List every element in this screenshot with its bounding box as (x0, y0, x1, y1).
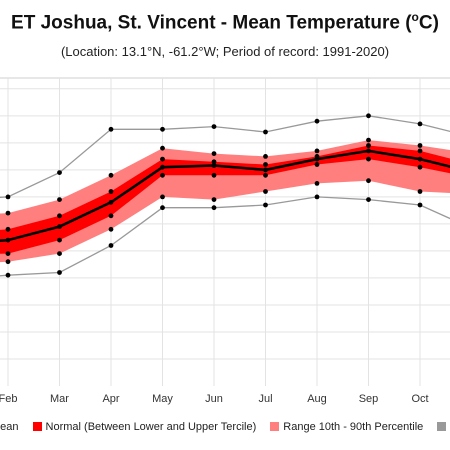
mean-point (108, 199, 114, 205)
record-min-point (5, 272, 11, 278)
p10-point (366, 178, 371, 184)
legend-label: Normal (Between Lower and Upper Tercile) (45, 421, 257, 434)
p90-point (263, 154, 268, 159)
legend-swatch (270, 422, 280, 432)
upper-tercile-point (160, 156, 165, 162)
legend-item: Mean (0, 421, 19, 433)
chart-subtitle: (Location: 13.1°N, -61.2°W; Period of re… (60, 44, 390, 59)
legend-swatch (32, 422, 42, 432)
p10-point (263, 189, 268, 194)
p10-point (160, 194, 165, 200)
legend-label: Range 10th - 90th Percentile (283, 421, 424, 434)
lower-tercile-point (57, 237, 62, 243)
upper-tercile-point (57, 213, 62, 219)
title-degree-superscript: o (411, 10, 419, 24)
x-tick-label: Jun (205, 393, 223, 405)
p10-point (57, 251, 62, 256)
record-min-point (160, 205, 165, 211)
mean-point (366, 148, 371, 154)
record-min-point (314, 194, 320, 200)
lower-tercile-point (160, 172, 165, 178)
legend-item: Record (437, 421, 450, 433)
record-max-point (160, 126, 165, 132)
mean-point (314, 156, 320, 162)
legend-item: Range 10th - 90th Percentile (270, 421, 423, 433)
p90-point (5, 210, 11, 216)
x-tick-label: Oct (411, 393, 428, 405)
legend-label: Mean (0, 421, 19, 434)
x-tick-label: Jul (258, 393, 272, 405)
upper-tercile-point (108, 189, 114, 194)
p10-point (211, 197, 217, 203)
x-tick-label: Apr (102, 393, 119, 405)
p10-point (314, 181, 320, 186)
lower-tercile-point (417, 164, 423, 170)
lower-tercile-point (314, 162, 320, 167)
p90-point (160, 145, 165, 151)
upper-tercile-point (366, 143, 371, 148)
record-min-point (211, 205, 217, 211)
record-max-point (211, 124, 217, 129)
x-axis-ticks: Feb Mar Apr May Jun Jul Aug Sep Oct (0, 393, 429, 405)
record-min-point (417, 202, 423, 208)
upper-tercile-point (263, 162, 268, 167)
x-tick-label: May (152, 393, 173, 405)
p10-point (5, 259, 11, 265)
mean-point (211, 163, 217, 168)
mean-point (57, 224, 62, 230)
p90-point (314, 148, 320, 154)
lower-tercile-point (211, 172, 217, 178)
record-min-point (263, 202, 268, 208)
record-min-point (108, 243, 114, 248)
lower-tercile-point (263, 172, 268, 178)
percentile-range-band (0, 140, 450, 263)
mean-point (263, 167, 268, 173)
x-tick-label: Aug (307, 393, 327, 405)
upper-tercile-point (5, 226, 11, 232)
record-max-point (57, 170, 62, 176)
p90-point (366, 137, 371, 143)
x-tick-label: Feb (0, 393, 17, 405)
upper-tercile-point (211, 159, 217, 165)
mean-point (417, 156, 423, 162)
p90-point (417, 143, 423, 148)
record-max-point (314, 118, 320, 124)
record-max-point (5, 194, 11, 200)
mean-point (160, 164, 165, 170)
legend-items: Mean Normal (Between Lower and Upper Terc… (0, 421, 450, 433)
legend: Mean Normal (Between Lower and Upper Terc… (0, 421, 450, 441)
p90-point (57, 197, 62, 203)
record-max-point (417, 121, 423, 127)
record-max-point (263, 129, 268, 135)
legend-swatch (437, 422, 447, 432)
legend-item: Normal (Between Lower and Upper Tercile) (32, 421, 257, 434)
band-layer (0, 140, 450, 263)
lower-tercile-point (366, 156, 371, 162)
x-tick-label: Sep (359, 393, 379, 405)
p90-point (211, 151, 217, 157)
chart-title: ET Joshua, St. Vincent - Mean Temperatur… (11, 10, 439, 34)
upper-tercile-point (417, 148, 423, 154)
p10-point (108, 226, 114, 232)
x-tick-label: Mar (50, 393, 69, 405)
p10-point (417, 189, 423, 194)
point-layer (5, 113, 423, 278)
lower-tercile-point (5, 251, 11, 256)
record-max-point (366, 113, 371, 119)
p90-point (108, 172, 114, 178)
record-min-point (366, 197, 371, 203)
lower-tercile-point (108, 213, 114, 219)
record-max-point (108, 126, 114, 132)
record-min-point (57, 270, 62, 275)
mean-point (5, 237, 11, 243)
